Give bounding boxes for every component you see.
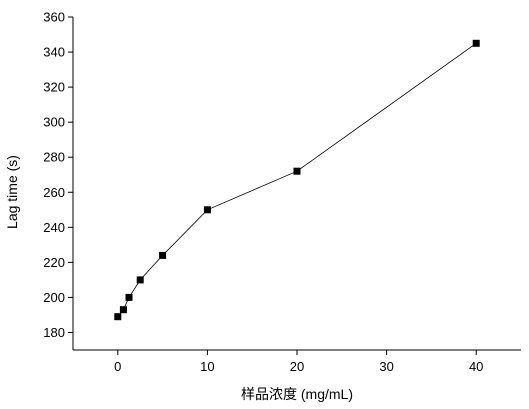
y-tick-label: 300	[43, 115, 65, 130]
data-point	[119, 306, 127, 314]
data-point	[136, 276, 144, 284]
x-tick-label: 30	[379, 359, 393, 374]
x-tick-label: 40	[469, 359, 483, 374]
series-line	[117, 42, 477, 317]
y-tick-label: 240	[43, 220, 65, 235]
y-tick-label: 360	[43, 10, 65, 25]
series-group	[114, 39, 480, 321]
y-tick-label: 340	[43, 45, 65, 60]
data-point	[293, 167, 301, 175]
data-point	[203, 206, 211, 214]
y-tick-label: 320	[43, 80, 65, 95]
y-tick-label: 260	[43, 185, 65, 200]
data-point	[159, 251, 167, 259]
y-tick-label: 280	[43, 150, 65, 165]
y-tick-label: 220	[43, 255, 65, 270]
x-axis-title: 样品浓度 (mg/mL)	[241, 386, 353, 402]
y-tick-label: 180	[43, 325, 65, 340]
y-tick-label: 200	[43, 290, 65, 305]
x-axis-ticks: 0 10 20 30 40	[114, 350, 483, 374]
x-tick-label: 0	[114, 359, 121, 374]
plot-frame	[72, 17, 521, 351]
y-axis-title: Lag time (s)	[4, 155, 20, 229]
y-axis-ticks: 180 200 220 240 260 280 300 320 340 360	[43, 10, 73, 340]
x-tick-label: 20	[290, 359, 304, 374]
data-point	[114, 313, 122, 321]
data-point	[472, 39, 480, 47]
data-point	[125, 293, 133, 301]
x-tick-label: 10	[200, 359, 214, 374]
